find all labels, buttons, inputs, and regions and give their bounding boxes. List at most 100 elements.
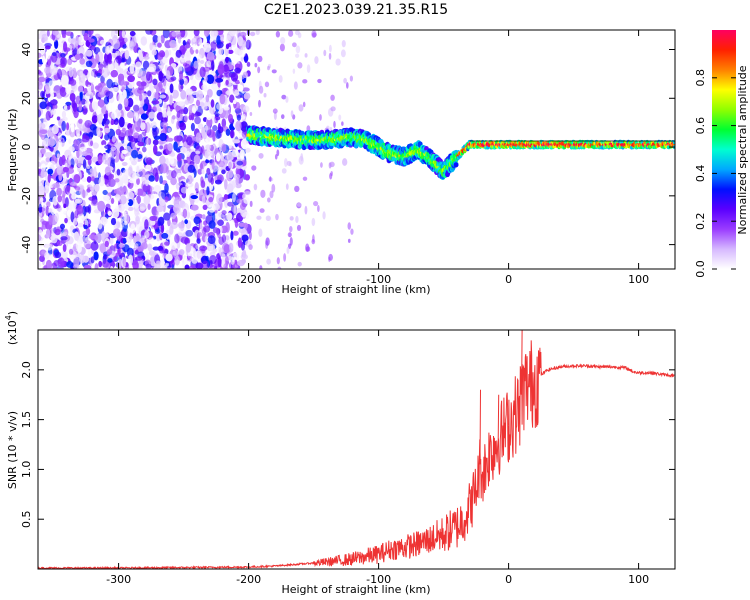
- noise-cell: [82, 189, 86, 199]
- noise-cell: [134, 95, 140, 101]
- noise-cell: [115, 194, 121, 202]
- noise-cell: [183, 115, 188, 122]
- noise-cell: [38, 52, 42, 59]
- noise-cell: [220, 36, 224, 41]
- noise-cell: [217, 63, 225, 75]
- noise-cell: [51, 51, 57, 57]
- noise-cell: [54, 104, 58, 109]
- noise-cell: [107, 210, 113, 216]
- noise-cell: [285, 96, 289, 103]
- snr-y-tick-label: 0.5: [20, 510, 33, 528]
- noise-cell: [305, 246, 311, 252]
- noise-cell: [236, 160, 244, 166]
- noise-cell: [110, 120, 115, 125]
- noise-cell: [186, 136, 193, 146]
- noise-cell: [297, 261, 302, 267]
- noise-cell: [60, 251, 68, 259]
- noise-cell: [206, 51, 215, 61]
- noise-cell: [289, 226, 293, 233]
- noise-cell: [160, 88, 166, 95]
- noise-cell: [123, 97, 129, 108]
- noise-cell: [125, 235, 132, 243]
- noise-cell: [292, 42, 297, 48]
- noise-cell: [65, 101, 72, 106]
- noise-cell: [91, 101, 98, 111]
- noise-cell: [224, 178, 228, 190]
- noise-cell: [306, 64, 311, 74]
- colorbar: 0.00.20.40.60.8 Normalized spectral ampl…: [694, 30, 749, 278]
- noise-cell: [151, 121, 157, 129]
- noise-cell: [78, 254, 86, 264]
- noise-cell: [118, 195, 127, 205]
- noise-cell: [83, 32, 89, 42]
- noise-cell: [83, 172, 89, 177]
- noise-cell: [38, 161, 41, 167]
- noise-cell: [47, 173, 51, 183]
- noise-cell: [60, 236, 68, 241]
- noise-cell: [203, 42, 212, 53]
- noise-cell: [258, 99, 261, 108]
- noise-cell: [206, 74, 215, 85]
- noise-cell: [70, 158, 75, 168]
- noise-cell: [201, 169, 205, 175]
- noise-cell: [98, 63, 104, 70]
- noise-cell: [281, 168, 287, 174]
- noise-cell: [225, 90, 231, 95]
- noise-cell: [211, 212, 216, 222]
- noise-cell: [290, 110, 294, 118]
- noise-cell: [61, 154, 66, 166]
- noise-cell: [160, 34, 165, 44]
- noise-cell: [38, 184, 45, 192]
- noise-cell: [292, 68, 296, 74]
- noise-cell: [245, 39, 252, 50]
- noise-cell: [97, 200, 106, 212]
- noise-cell: [52, 182, 61, 189]
- noise-cell: [179, 122, 187, 131]
- colorbar-gradient: [712, 30, 736, 269]
- noise-cell: [217, 185, 221, 196]
- noise-cell: [205, 255, 209, 262]
- noise-cell: [212, 125, 218, 132]
- noise-cell: [208, 264, 216, 269]
- noise-cell: [83, 224, 88, 230]
- noise-cell: [76, 133, 81, 139]
- noise-cell: [200, 176, 204, 184]
- noise-cell: [39, 101, 48, 110]
- noise-cell: [211, 31, 215, 37]
- noise-cell: [39, 129, 48, 135]
- noise-cell: [77, 244, 82, 254]
- noise-cell: [300, 153, 304, 162]
- noise-cell: [112, 228, 121, 238]
- noise-cell: [209, 255, 217, 265]
- noise-cell: [178, 221, 185, 229]
- noise-cell: [329, 161, 335, 168]
- noise-cell: [164, 196, 169, 203]
- noise-cell: [170, 241, 178, 251]
- noise-cell: [199, 59, 205, 64]
- noise-cell: [162, 57, 169, 64]
- noise-cell: [178, 249, 185, 256]
- noise-cell: [47, 51, 51, 60]
- noise-cell: [121, 149, 128, 154]
- noise-cell: [137, 133, 143, 143]
- noise-cell: [44, 45, 51, 50]
- noise-cell: [164, 183, 169, 194]
- noise-cell: [164, 241, 170, 246]
- noise-cell: [70, 121, 75, 133]
- noise-cell: [64, 159, 72, 168]
- noise-cell: [44, 251, 50, 260]
- noise-cell: [90, 256, 95, 264]
- noise-cell: [237, 237, 242, 249]
- noise-cell: [129, 30, 136, 37]
- noise-cell: [202, 204, 208, 210]
- noise-cell: [159, 145, 163, 150]
- noise-cell: [114, 79, 118, 86]
- noise-cell: [201, 105, 208, 110]
- noise-cell: [248, 231, 252, 241]
- noise-cell: [45, 76, 50, 83]
- noise-cell: [167, 143, 173, 152]
- snr-panel: -300 -200 -100 0 100 0.51.01.52.0 Height of …: [4, 311, 676, 596]
- noise-cell: [176, 120, 180, 130]
- noise-cell: [195, 132, 202, 144]
- noise-cell: [134, 186, 138, 196]
